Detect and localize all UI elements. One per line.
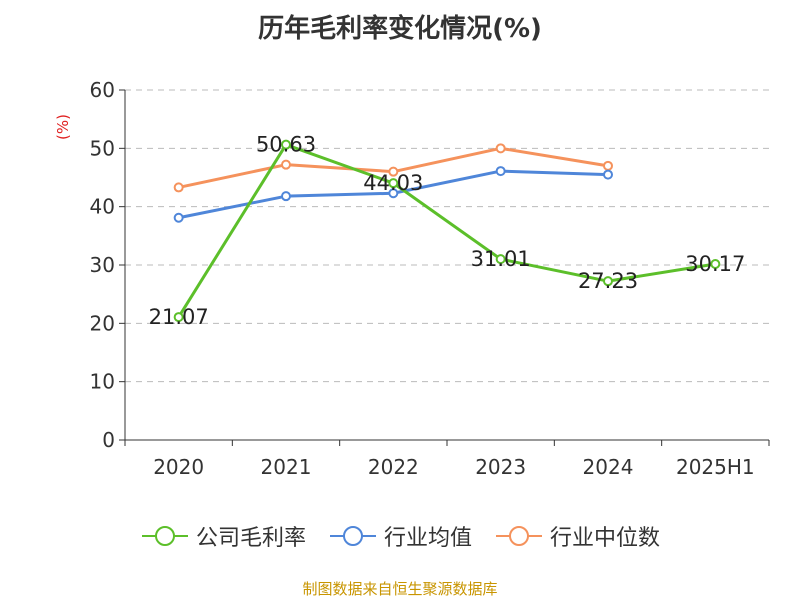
data-point: [281, 191, 291, 202]
legend-swatch-icon: [141, 526, 188, 546]
data-point: [710, 259, 721, 270]
data-point: [388, 178, 399, 189]
data-label: 31.01: [471, 247, 531, 271]
x-tick-label: 2025H1: [676, 455, 755, 479]
legend-swatch-icon: [496, 526, 542, 546]
x-tick-label: 2024: [583, 455, 634, 479]
x-tick-label: 2023: [475, 455, 526, 479]
data-label: 30.17: [685, 252, 745, 276]
y-tick-label: 30: [90, 253, 115, 277]
y-tick-label: 10: [90, 370, 115, 394]
x-tick-label: 2021: [261, 455, 312, 479]
data-point: [603, 276, 613, 287]
data-point: [495, 254, 506, 265]
x-tick-label: 2020: [153, 455, 204, 479]
legend-item[interactable]: 行业均值: [328, 520, 472, 552]
source-note: 制图数据来自恒生聚源数据库: [302, 580, 498, 598]
data-label: 21.07: [149, 305, 209, 329]
chart-title: 历年毛利率变化情况(%): [258, 14, 542, 44]
data-point: [603, 160, 613, 171]
data-point: [388, 166, 399, 177]
series-line: [177, 143, 716, 318]
data-point: [495, 166, 506, 177]
legend-swatch-icon: [329, 526, 376, 546]
legend-label: 公司毛利率: [195, 526, 306, 551]
data-point: [173, 212, 184, 223]
data-point: [173, 312, 184, 323]
y-tick-label: 0: [102, 428, 115, 452]
legend-item[interactable]: 公司毛利率: [140, 520, 306, 552]
legend: 公司毛利率 行业均值 行业中位数: [0, 520, 800, 552]
data-point: [388, 188, 399, 199]
data-point: [173, 182, 184, 193]
data-label: 27.23: [578, 269, 638, 293]
data-point: [495, 143, 506, 154]
y-tick-label: 50: [90, 136, 115, 160]
y-tick-label: 40: [90, 195, 115, 219]
legend-label: 行业中位数: [550, 526, 661, 551]
data-point: [281, 139, 291, 150]
legend-item[interactable]: 行业中位数: [494, 520, 660, 552]
data-point: [603, 169, 613, 180]
y-tick-label: 60: [90, 78, 115, 102]
data-label: 50.63: [256, 133, 316, 157]
data-label: 44.03: [363, 171, 423, 195]
y-axis-label: (%): [54, 114, 72, 140]
legend-label: 行业均值: [383, 526, 472, 551]
y-tick-label: 20: [90, 311, 115, 335]
x-tick-label: 2022: [368, 455, 419, 479]
data-point: [281, 159, 291, 170]
